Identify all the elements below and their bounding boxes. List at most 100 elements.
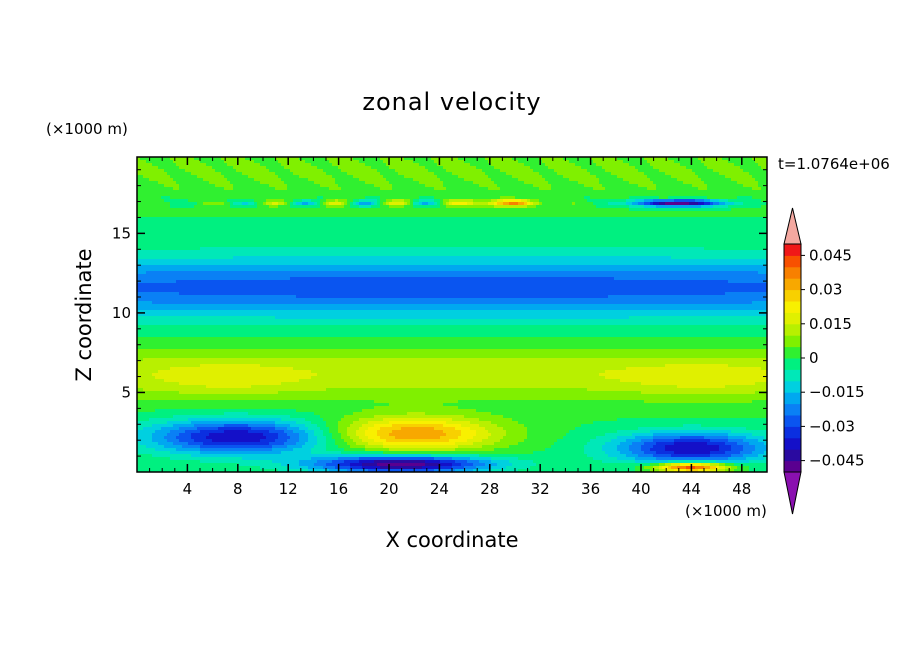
contour-cell — [599, 184, 603, 188]
contour-cell — [581, 220, 585, 224]
contour-cell — [515, 211, 519, 215]
contour-cell — [503, 157, 507, 161]
contour-cell — [443, 184, 447, 188]
contour-cell — [443, 205, 447, 209]
contour-cell — [236, 226, 240, 230]
contour-cell — [323, 220, 327, 224]
contour-cell — [533, 214, 537, 218]
contour-cell — [701, 163, 705, 167]
contour-cell — [734, 181, 738, 185]
contour-cell — [704, 160, 708, 164]
contour-cell — [482, 226, 486, 230]
contour-cell — [755, 157, 759, 161]
contour-cell — [302, 157, 306, 161]
contour-cell — [677, 199, 681, 203]
contour-cell — [641, 211, 645, 215]
contour-cell — [386, 169, 390, 173]
contour-cell — [242, 223, 246, 227]
contour-cell — [146, 169, 150, 173]
contour-cell — [350, 166, 354, 170]
contour-cell — [500, 172, 504, 176]
contour-cell — [491, 205, 495, 209]
contour-cell — [602, 178, 606, 182]
contour-cell — [542, 205, 546, 209]
contour-cell — [653, 157, 657, 161]
contour-cell — [518, 202, 522, 206]
contour-cell — [293, 184, 297, 188]
contour-cell — [302, 172, 306, 176]
contour-cell — [668, 184, 672, 188]
contour-cell — [311, 223, 315, 227]
contour-cell — [647, 166, 651, 170]
contour-cell — [266, 220, 270, 224]
contour-cell — [257, 199, 261, 203]
contour-cell — [371, 187, 375, 191]
contour-cell — [476, 208, 480, 212]
contour-cell — [158, 196, 162, 200]
contour-cell — [434, 184, 438, 188]
contour-cell — [566, 190, 570, 194]
contour-cell — [677, 184, 681, 188]
contour-cell — [212, 193, 216, 197]
contour-cell — [590, 160, 594, 164]
contour-cell — [347, 220, 351, 224]
contour-cell — [548, 178, 552, 182]
contour-cell — [605, 172, 609, 176]
contour-cell — [203, 172, 207, 176]
contour-cell — [509, 175, 513, 179]
contour-cell — [230, 178, 234, 182]
contour-cell — [704, 199, 708, 203]
contour-cell — [281, 169, 285, 173]
contour-cell — [410, 223, 414, 227]
contour-cell — [533, 181, 537, 185]
contour-cell — [689, 196, 693, 200]
contour-cell — [287, 166, 291, 170]
contour-cell — [536, 226, 540, 230]
contour-cell — [701, 205, 705, 209]
contour-cell — [140, 226, 144, 230]
contour-cell — [170, 172, 174, 176]
contour-cell — [152, 199, 156, 203]
contour-cell — [365, 157, 369, 161]
contour-cell — [341, 175, 345, 179]
contour-cell — [533, 175, 537, 179]
contour-cell — [386, 214, 390, 218]
contour-cell — [206, 214, 210, 218]
contour-cell — [194, 172, 198, 176]
contour-cell — [176, 175, 180, 179]
contour-cell — [569, 181, 573, 185]
contour-cell — [263, 169, 267, 173]
contour-cell — [428, 202, 432, 206]
contour-cell — [188, 199, 192, 203]
contour-cell — [686, 196, 690, 200]
contour-cell — [338, 166, 342, 170]
contour-cell — [203, 178, 207, 182]
contour-cell — [680, 190, 684, 194]
contour-cell — [638, 214, 642, 218]
contour-cell — [302, 226, 306, 230]
contour-cell — [620, 184, 624, 188]
contour-cell — [152, 193, 156, 197]
contour-cell — [572, 178, 576, 182]
contour-cell — [575, 214, 579, 218]
contour-cell — [302, 163, 306, 167]
contour-cell — [251, 169, 255, 173]
contour-cell — [458, 211, 462, 215]
contour-cell — [290, 208, 294, 212]
contour-cell — [215, 211, 219, 215]
contour-cell — [347, 169, 351, 173]
contour-cell — [179, 163, 183, 167]
contour-cell — [692, 223, 696, 227]
contour-cell — [476, 211, 480, 215]
contour-cell — [653, 193, 657, 197]
contour-cell — [752, 166, 756, 170]
contour-cell — [515, 178, 519, 182]
contour-cell — [491, 214, 495, 218]
contour-cell — [653, 187, 657, 191]
contour-cell — [224, 172, 228, 176]
contour-cell — [350, 214, 354, 218]
contour-cell — [737, 220, 741, 224]
contour-cell — [530, 166, 534, 170]
contour-cell — [251, 178, 255, 182]
contour-cell — [719, 190, 723, 194]
